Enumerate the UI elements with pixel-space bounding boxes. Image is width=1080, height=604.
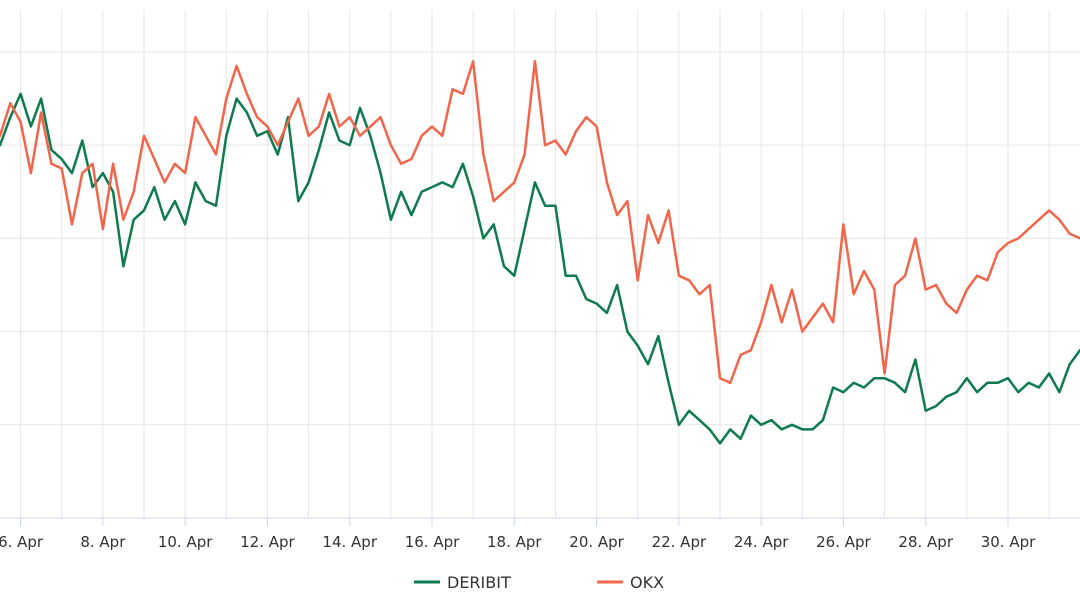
- legend-item-deribit[interactable]: DERIBIT: [414, 573, 511, 592]
- series-line-deribit[interactable]: [0, 92, 1080, 445]
- grid: [0, 10, 1080, 518]
- x-tick-label: 24. Apr: [734, 533, 789, 551]
- x-tick-label: 16. Apr: [405, 533, 460, 551]
- x-tick-label: 28. Apr: [898, 533, 953, 551]
- x-tick-label: 30. Apr: [981, 533, 1036, 551]
- legend-label: OKX: [630, 573, 664, 592]
- series-lines: [0, 60, 1080, 445]
- x-tick-label: 12. Apr: [240, 533, 295, 551]
- series-line-okx[interactable]: [0, 60, 1080, 385]
- x-tick-label: 8. Apr: [80, 533, 126, 551]
- x-tick-label: 6. Apr: [0, 533, 44, 551]
- x-tick-label: 10. Apr: [158, 533, 213, 551]
- x-tick-label: 18. Apr: [487, 533, 542, 551]
- x-tick-label: 14. Apr: [322, 533, 377, 551]
- x-tick-label: 20. Apr: [569, 533, 624, 551]
- x-axis: 6. Apr 8. Apr 10. Apr 12. Apr 14. Apr 16. Apr…: [0, 517, 1080, 551]
- x-tick-label: 22. Apr: [652, 533, 707, 551]
- legend-label: DERIBIT: [447, 573, 511, 592]
- x-tick-label: 26. Apr: [816, 533, 871, 551]
- legend[interactable]: DERIBIT OKX: [414, 573, 664, 592]
- legend-item-okx[interactable]: OKX: [597, 573, 664, 592]
